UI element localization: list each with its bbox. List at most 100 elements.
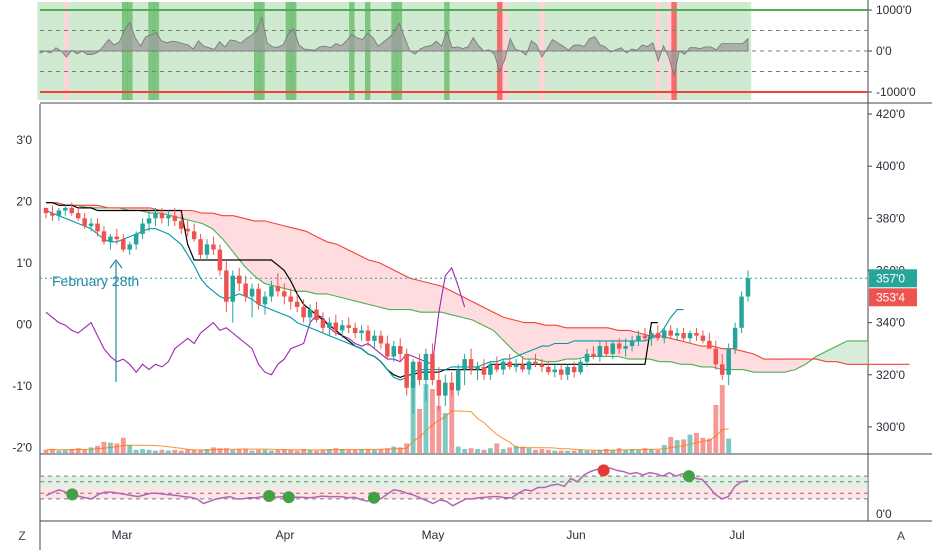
rsi-green-marker [368,491,381,504]
volume-bar [719,385,725,453]
volume-bar [178,450,184,453]
scale-right-button[interactable]: A [896,529,905,543]
cloud-segment [222,215,234,253]
candle [211,236,216,255]
candle-body [417,361,422,380]
candle-body [719,364,725,375]
candle [636,330,641,347]
candle [314,301,319,323]
candle [178,213,184,234]
candle-body [127,244,132,250]
cloud-segment [347,249,359,302]
candle [385,335,390,360]
candle [597,340,603,362]
left-axis-tick: 3'0 [16,133,32,147]
volume-bar [43,449,49,453]
candle [327,317,332,336]
cloud-segment [462,296,473,321]
candle-body [178,220,184,229]
volume-bar [172,449,178,453]
cloud-segment [701,346,712,367]
volume-bar [584,450,590,453]
volume-bar [384,448,390,453]
volume-bar [578,449,583,453]
candle-body [185,228,190,232]
volume-bar [397,447,403,453]
candle-body [95,223,100,232]
volume-bar [539,449,545,453]
candle [719,353,725,380]
candle [694,327,699,341]
candle-body [307,309,313,318]
volume-bar [423,384,429,453]
candle [166,210,171,227]
candle-body [488,364,493,375]
volume-bar [281,449,287,453]
candle-body [191,231,197,240]
cloud-segment [847,340,858,365]
rsi-green-marker [282,491,295,504]
time-axis-tick: Jun [566,528,585,542]
right-axis-tick: 300'0 [876,420,905,434]
axes: Mar Apr May Jun Jul 1000'0 0'0 -1000'0 3'0 2'0 1'0… [12,3,917,542]
candle-body [372,335,377,341]
rsi-pane [40,464,868,507]
cloud-segment [545,325,556,362]
candle-body [101,231,107,242]
volume-bar [552,450,558,453]
candle-body [616,343,622,349]
candle [378,330,384,349]
volume-bar [204,449,210,453]
candle [565,364,570,380]
cloud-segment [763,359,775,373]
candle-body [82,218,87,227]
volume-bar [590,450,596,453]
candle [494,356,500,373]
cloud-segment [743,351,754,373]
candle [668,325,673,339]
candle [513,359,519,373]
candle [243,275,248,302]
cloud-segment [399,273,411,310]
candle [282,283,287,305]
cloud-segment [420,280,431,313]
cloud-segment [212,213,223,240]
right-axis-tick: 320'0 [876,368,905,382]
volume-bar [507,447,513,453]
candle-body [533,361,538,365]
volume-bar [571,450,577,453]
cloud-segment [815,351,827,362]
candle [133,231,139,250]
left-axis-tick: -2'0 [12,441,32,455]
candle-body [687,333,693,339]
candle-body [694,333,699,336]
candle [649,330,654,347]
candle-body [623,346,628,349]
candle [616,338,622,354]
right-axis-tick: 340'0 [876,316,905,330]
candle [449,372,454,396]
candle-body [462,359,467,370]
volume-bar [153,450,158,453]
volume-bar [133,449,139,453]
volume-bar [391,446,397,453]
cloud-segment [368,260,379,307]
candle [571,361,577,378]
candle [681,327,686,341]
scale-left-button[interactable]: Z [18,529,26,543]
cloud-segment [493,312,504,341]
volume-bar [417,409,422,453]
candle [56,207,62,221]
candle-body [649,333,654,339]
volume-bar [211,447,216,453]
candle [642,327,648,341]
candle-body [365,330,371,341]
candle [198,233,203,261]
candle [674,327,680,341]
candle [236,267,242,292]
candle-body [320,320,326,328]
volume-bar [533,449,538,453]
candle-body [739,296,744,328]
candle-body [282,291,287,297]
last-price-label: 357'0 [869,269,917,288]
